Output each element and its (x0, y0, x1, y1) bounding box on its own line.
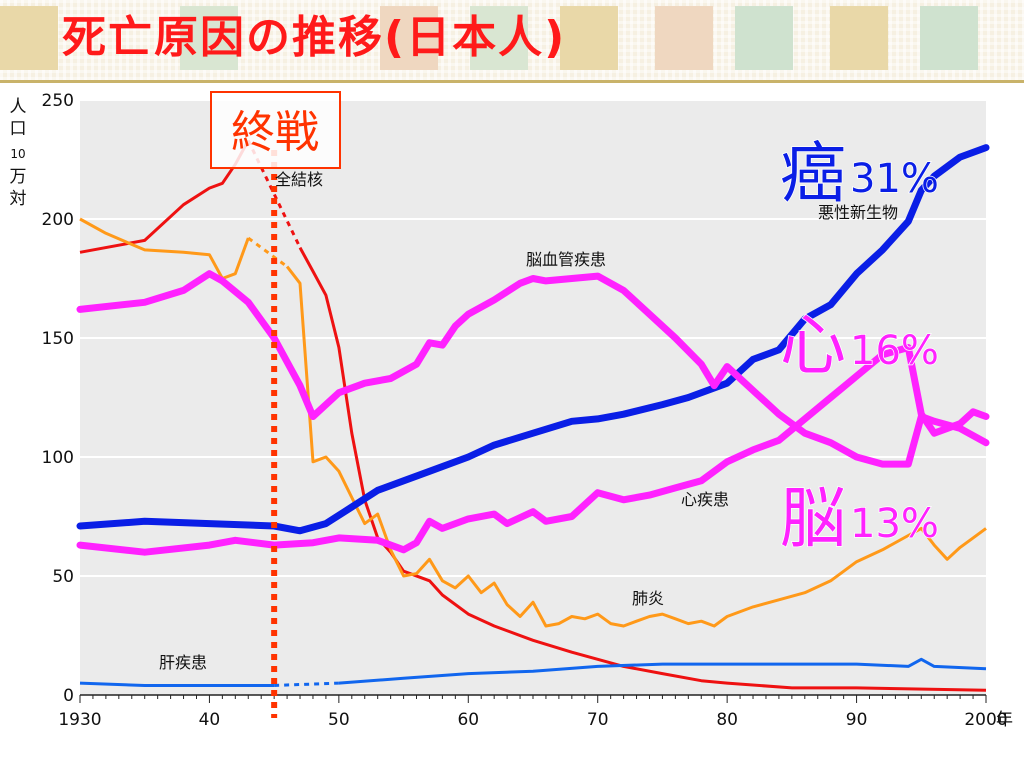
pneumonia-gap-line (247, 236, 288, 268)
liver-line (79, 681, 275, 687)
page-title: 死亡原因の推移(日本人) (62, 12, 567, 63)
war-end-annotation: 終戦 (210, 91, 341, 718)
x-tick-labels: 1930 40 50 60 70 80 90 2000 (58, 694, 1008, 730)
x-tick-label: 90 (846, 710, 868, 730)
malignant-highlight-percent: 31% (850, 156, 939, 202)
x-tick-label: 1930 (58, 710, 101, 730)
war-end-box (210, 91, 341, 169)
x-tick-label: 40 (199, 710, 221, 730)
heart-label: 心疾患 (681, 490, 729, 509)
banner-tile (470, 6, 528, 70)
pneumonia-label: 肺炎 (632, 589, 664, 608)
y-tick-label: 0 (63, 686, 74, 706)
malignant-highlight-glyph: 癌 (780, 135, 846, 212)
heart-highlight-line (76, 344, 990, 556)
y-tick-label: 100 (42, 448, 74, 468)
y-tick-label: 150 (42, 329, 74, 349)
title-banner: 死亡原因の推移(日本人) (0, 0, 1024, 83)
malignant-highlight-line (76, 144, 990, 535)
x-tick-label: 2000 (964, 710, 1007, 730)
liver-gap-line (274, 681, 339, 687)
y-tick-label: 50 (52, 567, 74, 587)
cerebrovascular-highlight-line (76, 270, 990, 468)
banner-tile (830, 6, 888, 70)
x-tick-label: 70 (587, 710, 609, 730)
war-end-label: 終戦 (231, 107, 319, 158)
tuberculosis-label: 全結核 (275, 170, 323, 189)
banner-tile (655, 6, 713, 70)
pneumonia-line (79, 217, 250, 280)
heart-highlight-glyph: 心 (780, 307, 846, 384)
banner-tile (180, 6, 238, 70)
banner-tile (380, 6, 438, 70)
y-label-char: 万 (10, 167, 27, 187)
banner-tile (0, 6, 58, 70)
y-axis-label: 人口 10 万対 (10, 97, 27, 209)
y-label-char: 人 (10, 97, 27, 117)
x-tick-label: 80 (716, 710, 738, 730)
x-unit-label: 年 (996, 710, 1013, 730)
y-label-char: 対 (10, 189, 27, 209)
y-tick-label: 200 (42, 210, 74, 230)
x-tick-label: 60 (457, 710, 479, 730)
liver-line (338, 657, 987, 685)
y-tick-label: 250 (42, 91, 74, 111)
cerebrovascular-highlight-percent: 13% (850, 501, 939, 547)
banner-tile (560, 6, 618, 70)
cerebrovascular-label: 脳血管疾患 (526, 250, 606, 269)
liver-label: 肝疾患 (159, 653, 207, 672)
heart-highlight-percent: 16% (850, 328, 939, 374)
y-label-char: 10 (10, 147, 25, 161)
banner-tile (735, 6, 793, 70)
x-tick-label: 50 (328, 710, 350, 730)
banner-tile (920, 6, 978, 70)
tuberculosis-line (298, 246, 987, 692)
malignant-label: 悪性新生物 (818, 203, 898, 222)
highlight-labels: 癌 31% 心 16% 脳 13% (779, 134, 939, 558)
cerebrovascular-highlight-glyph: 脳 (780, 480, 846, 557)
y-tick-labels: 0 50 100 150 200 250 (42, 91, 74, 706)
highlight-lines (76, 144, 990, 556)
y-label-char: 口 (10, 119, 27, 139)
